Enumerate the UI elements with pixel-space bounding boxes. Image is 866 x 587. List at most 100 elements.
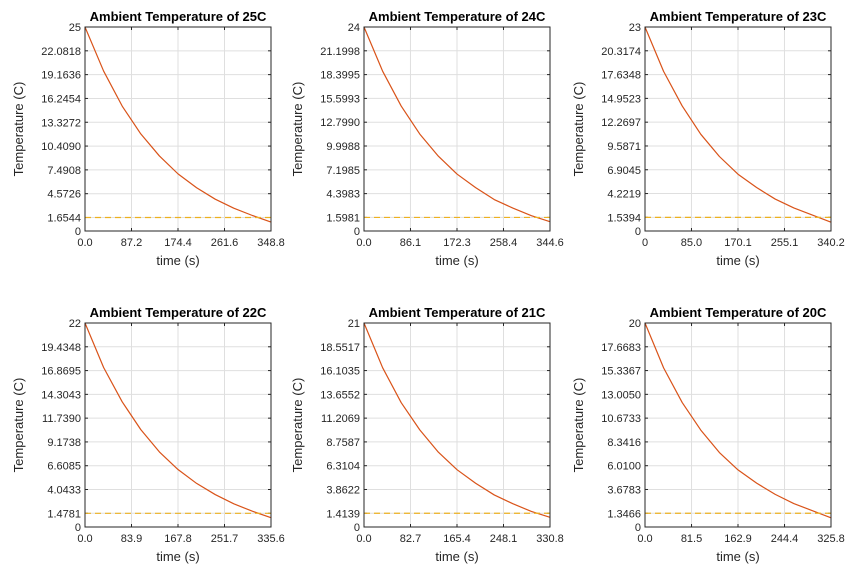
- x-tick-label: 248.1: [490, 533, 518, 545]
- x-axis-label: time (s): [156, 549, 199, 564]
- x-tick-label: 251.7: [211, 533, 239, 545]
- temperature-curve: [363, 322, 551, 518]
- y-tick-label: 15.5993: [320, 93, 360, 105]
- subplot-4: 0 1.4781 4.0433 6.6085 9.1738 11.7390 14.3043 1…: [11, 305, 285, 564]
- y-axis-label: Temperature (C): [571, 82, 586, 177]
- x-tick-label: 335.6: [257, 533, 285, 545]
- y-tick-label: 21.1998: [320, 46, 360, 58]
- x-tick-label: 0.0: [77, 533, 92, 545]
- x-axis-label: time (s): [156, 253, 199, 268]
- x-tick-label: 174.4: [164, 237, 192, 249]
- subplot-2: 0 1.5981 4.3983 7.1985 9.9988 12.7990 15.5993 1…: [290, 9, 564, 268]
- y-tick-label: 6.9045: [607, 165, 641, 177]
- y-tick-label: 3.6783: [607, 484, 641, 496]
- y-axis-label: Temperature (C): [11, 378, 26, 473]
- y-tick-label: 1.4139: [326, 508, 360, 520]
- x-tick-label: 325.8: [817, 533, 845, 545]
- y-tick-label: 19.1636: [41, 70, 81, 82]
- y-tick-label: 8.7587: [326, 437, 360, 449]
- x-tick-label: 81.5: [681, 533, 702, 545]
- y-tick-label: 0: [635, 522, 641, 534]
- y-axis-label: Temperature (C): [571, 378, 586, 473]
- y-tick-label: 16.1035: [320, 366, 360, 378]
- subplot-3: 0 1.5394 4.2219 6.9045 9.5871 12.2697 14.9523 1…: [571, 9, 845, 268]
- subplot-1: 01.6544 4.5726 7.4908 10.4090 13.3272 16.2454…: [11, 9, 285, 268]
- y-tick-label: 18.5517: [320, 342, 360, 354]
- y-tick-label: 1.5394: [607, 212, 641, 224]
- y-tick-label: 1.6544: [47, 213, 81, 225]
- y-axis-label: Temperature (C): [11, 82, 26, 177]
- y-tick-label: 0: [75, 522, 81, 534]
- axes-box: [363, 26, 551, 232]
- y-tick-label: 24: [348, 22, 360, 34]
- y-tick-label: 14.3043: [41, 389, 81, 401]
- chart-title: Ambient Temperature of 20C: [650, 305, 827, 320]
- temperature-curve: [644, 322, 832, 519]
- x-tick-label: 83.9: [121, 533, 142, 545]
- x-tick-label: 0.0: [637, 533, 652, 545]
- y-tick-label: 22: [69, 318, 81, 330]
- y-tick-label: 8.3416: [607, 437, 641, 449]
- y-tick-label: 7.4908: [47, 165, 81, 177]
- y-tick-label: 9.1738: [47, 437, 81, 449]
- y-tick-label: 20.3174: [601, 46, 641, 58]
- y-tick-label: 11.7390: [42, 413, 81, 425]
- x-tick-label: 348.8: [257, 237, 285, 249]
- x-tick-label: 0.0: [77, 237, 92, 249]
- y-tick-label: 0: [75, 226, 81, 238]
- y-tick-label: 4.3983: [326, 189, 360, 201]
- x-tick-label: 261.6: [211, 237, 239, 249]
- x-tick-label: 255.1: [771, 237, 799, 249]
- temperature-curve: [84, 26, 272, 223]
- temperature-curve: [84, 322, 272, 519]
- y-axis-label: Temperature (C): [290, 82, 305, 177]
- axes-box: [644, 322, 832, 528]
- x-tick-label: 330.8: [536, 533, 564, 545]
- y-tick-label: 3.8622: [326, 484, 360, 496]
- y-tick-label: 14.9523: [601, 93, 641, 105]
- x-tick-label: 85.0: [681, 237, 702, 249]
- y-tick-label: 13.0050: [601, 389, 641, 401]
- y-tick-label: 4.2219: [607, 189, 641, 201]
- y-tick-label: 21: [348, 318, 360, 330]
- x-axis-label: time (s): [435, 549, 478, 564]
- x-tick-label: 172.3: [443, 237, 471, 249]
- y-tick-label: 9.5871: [607, 141, 641, 153]
- x-axis-label: time (s): [716, 253, 759, 268]
- x-tick-label: 82.7: [400, 533, 421, 545]
- y-tick-label: 4.0433: [47, 485, 81, 497]
- y-tick-label: 6.0100: [607, 461, 641, 473]
- y-tick-label: 7.1985: [326, 165, 360, 177]
- x-tick-label: 344.6: [536, 237, 564, 249]
- x-tick-label: 170.1: [724, 237, 752, 249]
- x-tick-label: 0.0: [356, 237, 371, 249]
- y-tick-label: 6.3104: [326, 461, 360, 473]
- chart-title: Ambient Temperature of 22C: [90, 305, 267, 320]
- y-tick-label: 0: [354, 522, 360, 534]
- x-tick-label: 0: [642, 237, 648, 249]
- y-tick-label: 0: [635, 226, 641, 238]
- y-tick-label: 15.3367: [601, 366, 641, 378]
- y-tick-label: 1.4781: [47, 508, 81, 520]
- x-tick-label: 340.2: [817, 237, 845, 249]
- y-tick-label: 10.6733: [601, 413, 641, 425]
- x-tick-label: 244.4: [771, 533, 799, 545]
- y-tick-label: 16.2454: [41, 93, 81, 105]
- y-tick-label: 17.6683: [601, 342, 641, 354]
- y-tick-label: 0: [354, 226, 360, 238]
- x-tick-label: 86.1: [400, 237, 421, 249]
- x-tick-label: 87.2: [121, 237, 142, 249]
- y-tick-label: 13.3272: [41, 117, 81, 129]
- x-tick-label: 162.9: [724, 533, 752, 545]
- subplot-5: 0 1.4139 3.8622 6.3104 8.7587 11.2069 13.6552 1…: [290, 305, 564, 564]
- y-tick-label: 1.3466: [607, 508, 641, 520]
- chart-title: Ambient Temperature of 25C: [90, 9, 267, 24]
- y-tick-label: 9.9988: [326, 141, 360, 153]
- subplot-6: 0 1.3466 3.6783 6.0100 8.3416 10.6733 13.0050 1…: [571, 305, 845, 564]
- y-tick-label: 1.5981: [326, 212, 360, 224]
- y-axis-label: Temperature (C): [290, 378, 305, 473]
- axes-box: [644, 26, 832, 232]
- x-axis-label: time (s): [435, 253, 478, 268]
- axes-box: [363, 322, 551, 528]
